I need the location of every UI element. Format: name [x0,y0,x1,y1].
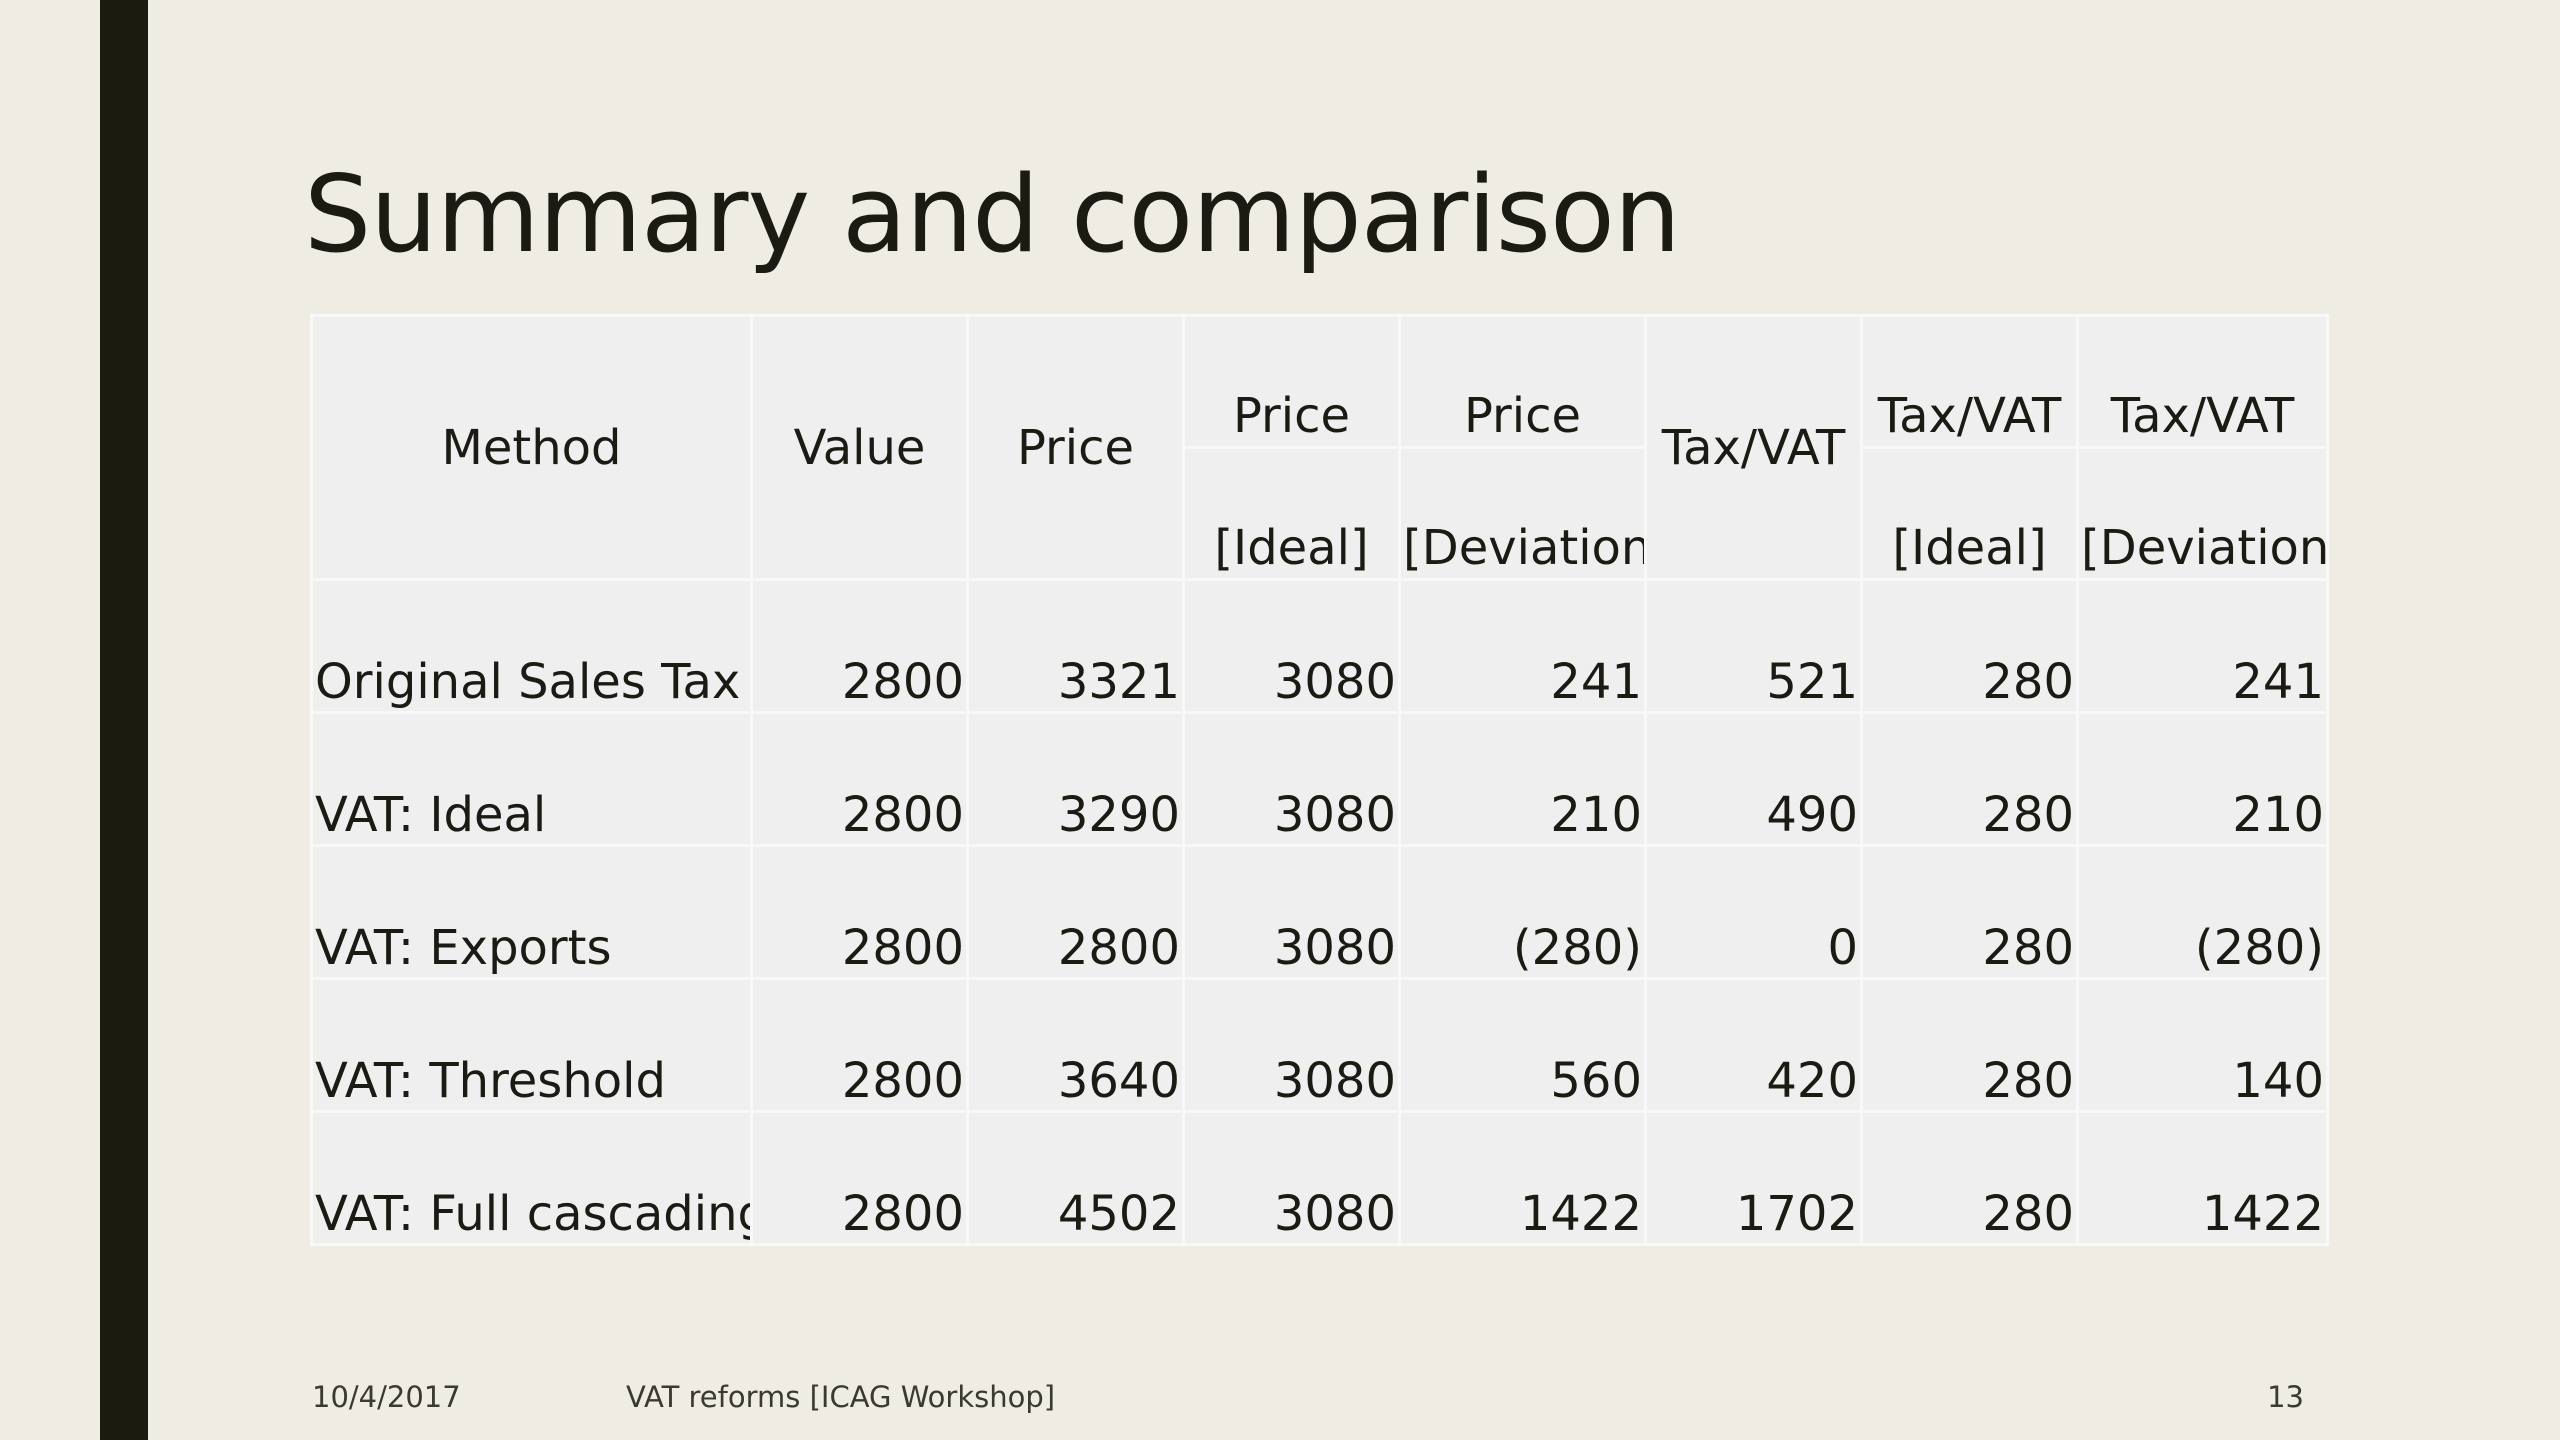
cell-price: 2800 [966,844,1185,980]
cell-method: VAT: Full cascading [310,1110,753,1246]
col-header-taxvat: Tax/VAT [1644,314,1863,581]
table-header-row-bottom: [Ideal] [Deviation] [Ideal] [Deviation] [312,446,2329,581]
col-subheader-taxvat-ideal: [Ideal] [1860,446,2079,581]
footer-title: VAT reforms [ICAG Workshop] [626,1380,1056,1414]
cell-method: VAT: Ideal [310,711,753,847]
cell-taxvat: 521 [1644,578,1863,714]
cell-price-ideal: 3080 [1182,977,1401,1113]
cell-taxvat-ideal: 280 [1860,711,2079,847]
table-row: VAT: Threshold 2800 3640 3080 560 420 28… [310,977,2329,1113]
table-row: Original Sales Tax 2800 3321 3080 241 52… [310,578,2329,714]
cell-value: 2800 [750,977,969,1113]
cell-taxvat-deviation: 140 [2076,977,2329,1113]
cell-price: 3321 [966,578,1185,714]
col-subheader-price-deviation: [Deviation] [1398,446,1647,581]
table-row: VAT: Full cascading 2800 4502 3080 1422 … [310,1110,2329,1246]
cell-price-deviation: 210 [1398,711,1647,847]
summary-table: Method Value Price Price Price Tax/VAT T… [310,314,2329,1246]
cell-price: 4502 [966,1110,1185,1246]
cell-price-ideal: 3080 [1182,1110,1401,1246]
cell-taxvat-deviation: (280) [2076,844,2329,980]
cell-value: 2800 [750,844,969,980]
cell-taxvat: 490 [1644,711,1863,847]
cell-taxvat-deviation: 210 [2076,711,2329,847]
cell-taxvat-ideal: 280 [1860,1110,2079,1246]
col-header-method: Method [310,314,753,581]
col-subheader-price-ideal: [Ideal] [1182,446,1401,581]
accent-bar [100,0,148,1440]
cell-taxvat: 420 [1644,977,1863,1113]
cell-price: 3640 [966,977,1185,1113]
cell-method: VAT: Threshold [310,977,753,1113]
col-header-price-deviation: Price [1398,314,1647,449]
cell-taxvat: 0 [1644,844,1863,980]
cell-method: Original Sales Tax [310,578,753,714]
cell-value: 2800 [750,1110,969,1246]
cell-price-ideal: 3080 [1182,711,1401,847]
col-subheader-taxvat-deviation: [Deviation] [2076,446,2329,581]
cell-price-ideal: 3080 [1182,844,1401,980]
cell-method: VAT: Exports [310,844,753,980]
cell-taxvat: 1702 [1644,1110,1863,1246]
cell-price: 3290 [966,711,1185,847]
cell-taxvat-deviation: 1422 [2076,1110,2329,1246]
col-header-price-ideal: Price [1182,314,1401,449]
col-header-taxvat-ideal: Tax/VAT [1860,314,2079,449]
table-row: VAT: Exports 2800 2800 3080 (280) 0 280 … [310,844,2329,980]
cell-value: 2800 [750,711,969,847]
footer-date: 10/4/2017 [312,1380,461,1414]
cell-price-deviation: 241 [1398,578,1647,714]
cell-taxvat-deviation: 241 [2076,578,2329,714]
cell-taxvat-ideal: 280 [1860,844,2079,980]
cell-price-ideal: 3080 [1182,578,1401,714]
col-header-taxvat-deviation: Tax/VAT [2076,314,2329,449]
cell-price-deviation: (280) [1398,844,1647,980]
table-header-row-top: Method Value Price Price Price Tax/VAT T… [310,314,2329,581]
cell-price-deviation: 560 [1398,977,1647,1113]
cell-taxvat-ideal: 280 [1860,578,2079,714]
cell-taxvat-ideal: 280 [1860,977,2079,1113]
col-header-value: Value [750,314,969,581]
slide-title: Summary and comparison [304,153,1681,276]
cell-value: 2800 [750,578,969,714]
page-number: 13 [2267,1380,2304,1414]
col-header-price: Price [966,314,1185,581]
cell-price-deviation: 1422 [1398,1110,1647,1246]
table-row: VAT: Ideal 2800 3290 3080 210 490 280 21… [310,711,2329,847]
